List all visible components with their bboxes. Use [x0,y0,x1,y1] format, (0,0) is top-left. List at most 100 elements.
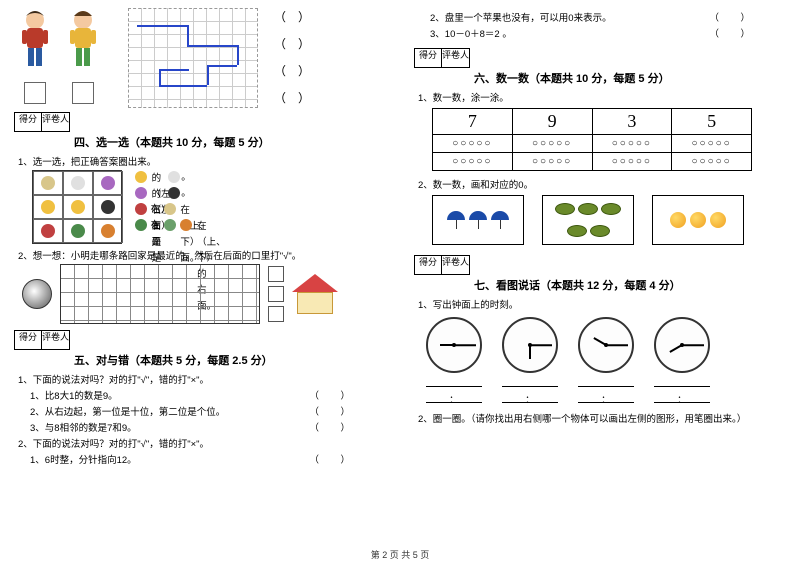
grader-label: 评卷人 [442,255,470,275]
blank-line[interactable]: ： [654,391,710,403]
turtle-icon [578,203,598,215]
blank-line[interactable] [426,375,482,387]
circles-cell[interactable]: ○○○○○ [672,153,752,171]
q5-1-1: 1、比8大1的数是9。（ ） [30,388,386,402]
paren-blank[interactable]: （ ） [274,62,310,79]
fruit-grid [32,170,122,244]
paren-blank[interactable]: （ ） [709,10,756,24]
orange-box [652,195,744,245]
table-num: 9 [512,109,592,135]
turtle-icon [601,203,621,215]
score-box-4: 得分 评卷人 [14,112,386,132]
orange-icon [690,212,706,228]
umbrella-icon [469,211,487,229]
umbrella-icon [447,211,465,229]
maze-grid [128,8,258,108]
umbrella-icon [491,211,509,229]
section-6-title: 六、数一数（本题共 10 分，每题 5 分） [474,70,786,86]
table-num: 7 [433,109,513,135]
clock-row [426,317,786,373]
left-column: （ ） （ ） （ ） （ ） 得分 评卷人 四、选一选（本题共 10 分，每题… [0,0,400,565]
circles-cell[interactable]: ○○○○○ [592,153,672,171]
blank-line[interactable] [502,375,558,387]
q5-1: 1、下面的说法对吗？对的打"√"，错的打"×"。 [18,372,386,386]
blank-line[interactable] [578,375,634,387]
section-5-title: 五、对与错（本题共 5 分，每题 2.5 分） [74,352,386,368]
grader-label: 评卷人 [42,330,70,350]
paren-blank[interactable]: （ ） [309,420,356,434]
section-7-title: 七、看图说话（本题共 12 分，每题 4 分） [474,277,786,293]
grader-label: 评卷人 [442,48,470,68]
q7-1: 1、写出钟面上的时刻。 [418,297,786,311]
score-label: 得分 [414,255,442,275]
child-icon [14,8,56,78]
orange-icon [710,212,726,228]
score-label: 得分 [14,112,42,132]
turtle-icon [555,203,575,215]
q4-2: 2、想一想：小明走哪条路回家是最近的，然后在后面的口里打"√"。 [18,248,386,262]
clock-blank-row-2: ： ： ： ： [426,391,786,403]
q5-2-1: 1、6时整，分针指向12。（ ） [30,452,386,466]
check-box[interactable] [268,286,284,302]
score-box-5: 得分 评卷人 [14,330,386,350]
paren-blank[interactable]: （ ） [709,26,756,40]
kid-figure-1 [14,8,56,104]
check-box[interactable] [268,306,284,322]
paren-blank[interactable]: （ ） [274,89,310,106]
umbrella-box [432,195,524,245]
orange-icon [670,212,686,228]
top-illustration-row: （ ） （ ） （ ） （ ） [14,8,386,108]
score-label: 得分 [414,48,442,68]
blank-line[interactable]: ： [426,391,482,403]
grader-label: 评卷人 [42,112,70,132]
circles-cell[interactable]: ○○○○○ [592,135,672,153]
answer-box[interactable] [72,82,94,104]
q5-1-2: 2、从右边起，第一位是十位，第二位是个位。（ ） [30,404,386,418]
q5-2: 2、下面的说法对吗？对的打"√"，错的打"×"。 [18,436,386,450]
q5-1-3: 3、与8相邻的数是7和9。（ ） [30,420,386,434]
pick-text: 的（左、右）面是 。 的（左、右）面是 。 在 在（上、下）面。 在 在（上、下… [134,170,210,234]
paren-blank[interactable]: （ ） [309,388,356,402]
score-box-7: 得分 评卷人 [414,255,786,275]
blank-line[interactable] [654,375,710,387]
q6-1: 1、数一数，涂一涂。 [418,90,786,104]
turtle-icon [567,225,587,237]
clock-4 [654,317,710,373]
circles-cell[interactable]: ○○○○○ [672,135,752,153]
answer-box[interactable] [24,82,46,104]
clock-2 [502,317,558,373]
paren-blank[interactable]: （ ） [309,404,356,418]
kid-figure-2 [62,8,104,104]
section-4-title: 四、选一选（本题共 10 分，每题 5 分） [74,134,386,150]
count-table: 7 9 3 5 ○○○○○ ○○○○○ ○○○○○ ○○○○○ ○○○○○ ○○… [432,108,752,171]
clock-3 [578,317,634,373]
child-icon [62,8,104,78]
top-item-2: 2、盘里一个苹果也没有，可以用0来表示。（ ） [430,10,786,24]
q4-1: 1、选一选，把正确答案圈出来。 [18,154,386,168]
blank-line[interactable]: ： [502,391,558,403]
paren-blank[interactable]: （ ） [274,8,310,25]
table-num: 5 [672,109,752,135]
paren-blank[interactable]: （ ） [274,35,310,52]
score-label: 得分 [14,330,42,350]
top-item-3: 3、10－0＋8＝2 。（ ） [430,26,786,40]
turtle-box [542,195,634,245]
clock-1 [426,317,482,373]
maze-answer-parens: （ ） （ ） （ ） （ ） [274,8,310,108]
house-icon [292,274,338,314]
circles-cell[interactable]: ○○○○○ [433,135,513,153]
blank-line[interactable]: ： [578,391,634,403]
score-box-6: 得分 评卷人 [414,48,786,68]
q7-2: 2、圈一圈。（请你找出用右侧哪一个物体可以画出左侧的图形，用笔圈出来。） [418,411,786,425]
paren-blank[interactable]: （ ） [309,452,356,466]
clock-blank-row-1 [426,375,786,387]
image-count-row [432,195,786,245]
check-boxes [268,266,284,322]
check-box[interactable] [268,266,284,282]
circles-cell[interactable]: ○○○○○ [512,153,592,171]
circles-cell[interactable]: ○○○○○ [512,135,592,153]
dog-icon [22,279,52,309]
page-footer: 第 2 页 共 5 页 [0,548,800,561]
path-grid [60,264,260,324]
circles-cell[interactable]: ○○○○○ [433,153,513,171]
